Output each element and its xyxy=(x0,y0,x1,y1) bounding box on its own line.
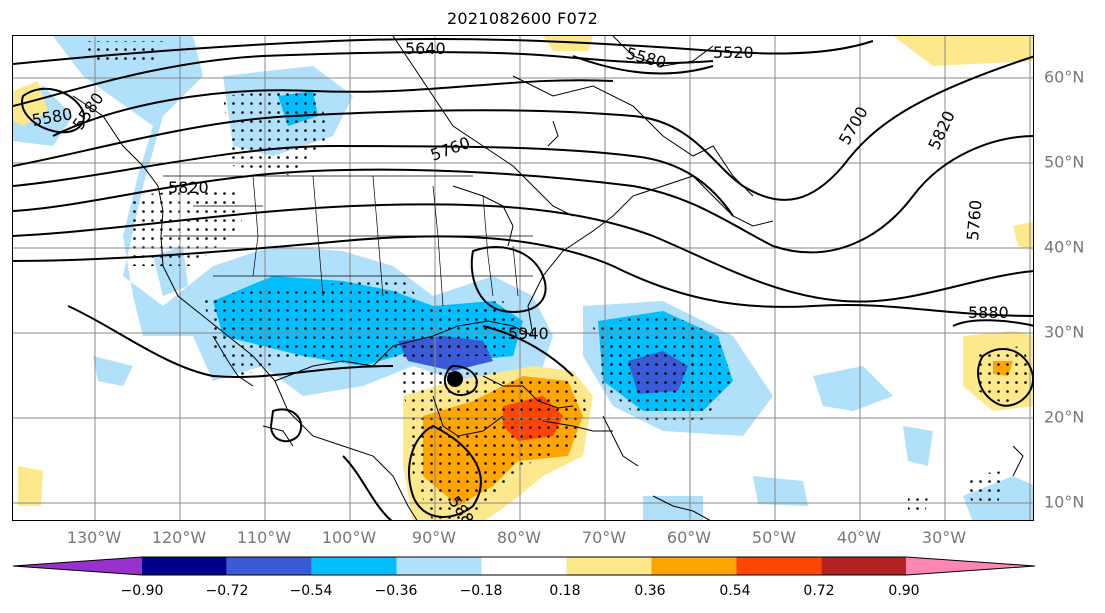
lat-label: 60°N xyxy=(1044,67,1085,87)
lon-label: 70°W xyxy=(581,528,627,547)
colorbar-tick: −0.90 xyxy=(120,583,164,599)
state-borders xyxy=(163,175,533,307)
lon-label: 60°W xyxy=(666,528,712,547)
stipple-areas xyxy=(83,41,1033,520)
colorbar-bin xyxy=(311,557,397,575)
contour-label: 5520 xyxy=(713,43,754,62)
contour-label: 5820 xyxy=(924,108,958,153)
lat-label: 40°N xyxy=(1044,237,1085,257)
colorbar-outline xyxy=(12,556,1036,576)
lat-label: 30°N xyxy=(1044,322,1085,342)
colorbar-tick: 0.18 xyxy=(549,583,581,599)
colorbar-bin xyxy=(481,557,567,575)
contour-label: 5700 xyxy=(835,103,872,148)
colorbar xyxy=(12,556,1036,576)
colorbar-bin xyxy=(736,557,822,575)
colorbar-tick: 0.36 xyxy=(634,583,666,599)
graticule xyxy=(13,36,1033,520)
lon-label: 30°W xyxy=(921,528,967,547)
colorbar-bin xyxy=(906,557,1035,575)
lon-label: 40°W xyxy=(836,528,882,547)
colorbar-bin xyxy=(226,557,312,575)
lon-label: 90°W xyxy=(411,528,457,547)
colorbar-bin xyxy=(13,557,142,575)
colorbar-bin xyxy=(566,557,652,575)
lon-label: 120°W xyxy=(151,528,207,547)
colorbar-tick: 0.72 xyxy=(803,583,835,599)
colorbar-bin xyxy=(651,557,737,575)
colorbar-bin xyxy=(141,557,227,575)
lat-label: 10°N xyxy=(1044,492,1085,512)
lon-label: 80°W xyxy=(496,528,542,547)
lon-label: 110°W xyxy=(236,528,292,547)
colorbar-segments xyxy=(12,556,1036,576)
contour-label: 5580 xyxy=(69,89,108,133)
lon-label: 50°W xyxy=(751,528,797,547)
colorbar-bin xyxy=(396,557,482,575)
storm-center-marker xyxy=(447,371,463,387)
colorbar-tick: 0.54 xyxy=(719,583,751,599)
map-svg: 5640 5580 5520 5580 5580 5760 5700 5820 … xyxy=(13,36,1033,520)
contour-label: 5940 xyxy=(508,324,549,343)
colorbar-tick: −0.54 xyxy=(289,583,333,599)
lat-label: 50°N xyxy=(1044,152,1085,172)
colorbar-tick: 0.90 xyxy=(888,583,920,599)
height-contours xyxy=(13,37,1033,520)
lon-label: 100°W xyxy=(321,528,377,547)
contour-label: 5820 xyxy=(168,178,209,197)
contour-label: 5880 xyxy=(968,303,1009,322)
colorbar-tick: −0.36 xyxy=(374,583,418,599)
map-title: 2021082600 F072 xyxy=(446,9,599,28)
colorbar-tick: −0.18 xyxy=(459,583,503,599)
contour-label: 5640 xyxy=(405,39,446,58)
colorbar-tick: −0.72 xyxy=(205,583,249,599)
contour-label: 5760 xyxy=(963,199,985,241)
lon-label: 130°W xyxy=(66,528,122,547)
colorbar-bin xyxy=(821,557,907,575)
map-panel: 5640 5580 5520 5580 5580 5760 5700 5820 … xyxy=(12,35,1034,521)
lat-label: 20°N xyxy=(1044,407,1085,427)
